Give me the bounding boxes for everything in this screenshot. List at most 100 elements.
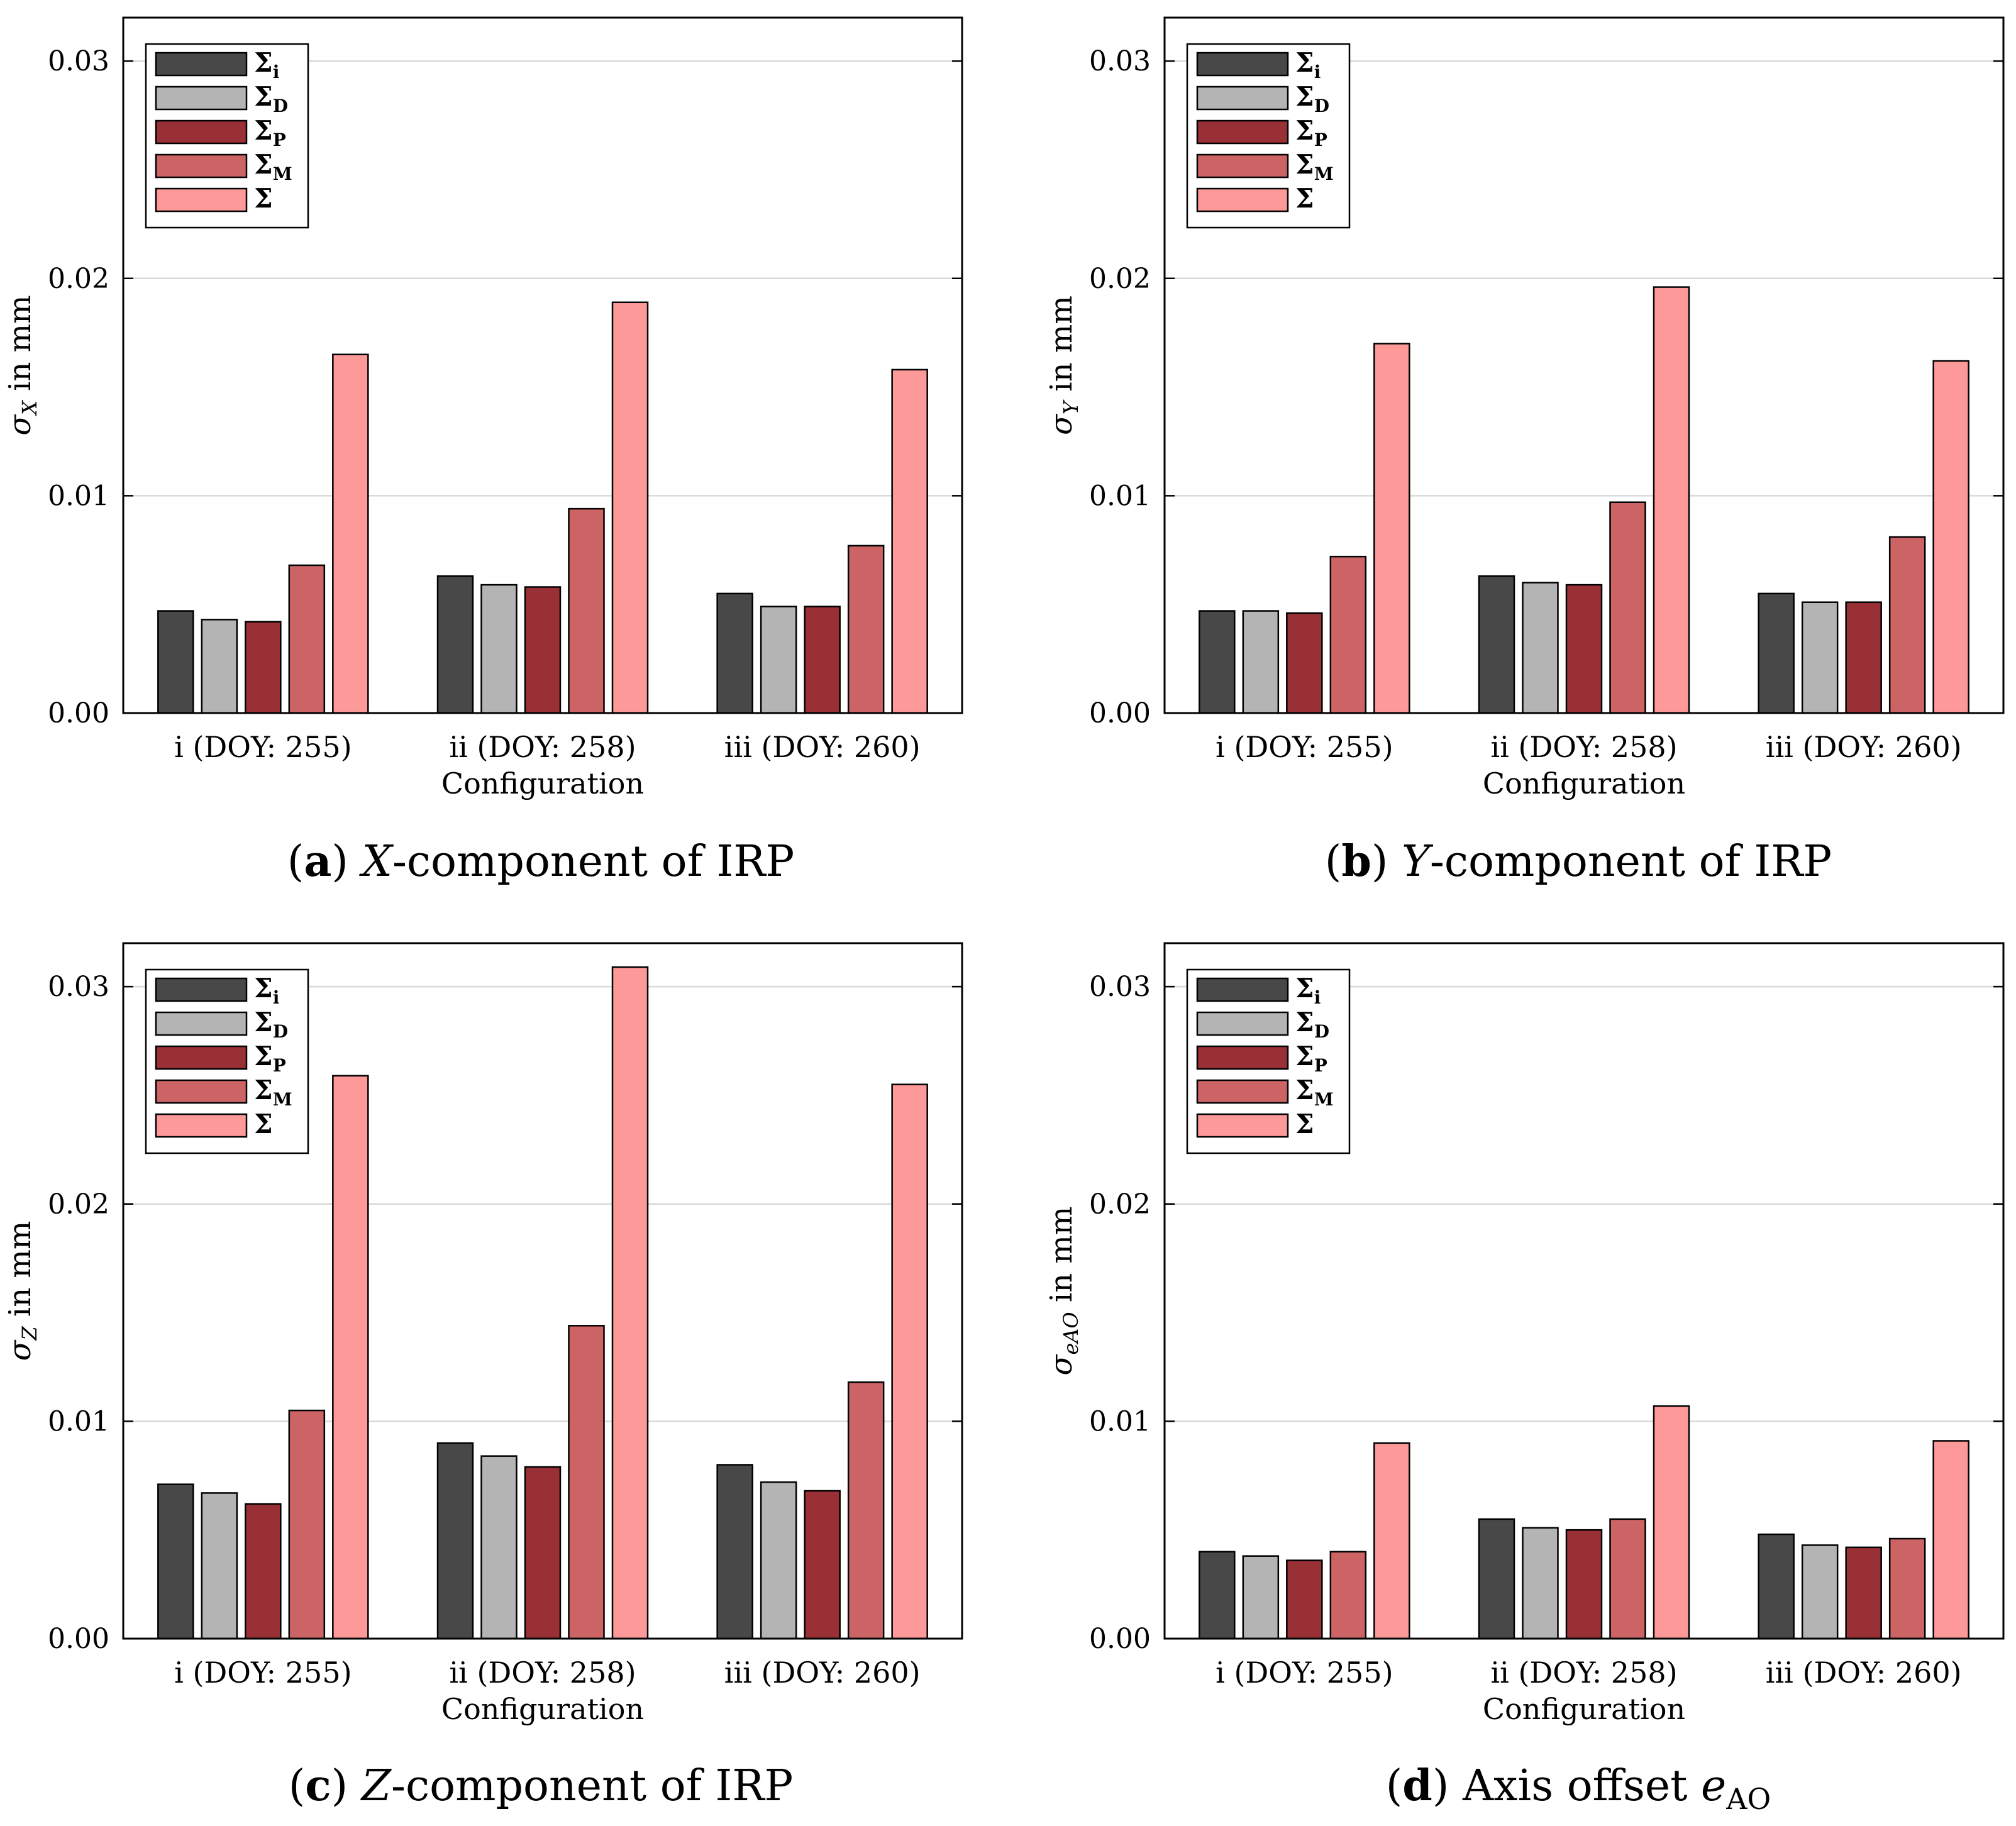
bar (1242, 610, 1280, 714)
y-axis-subscript: X (18, 400, 42, 417)
bar (1199, 610, 1236, 714)
legend-label-sub: P (273, 130, 286, 150)
y-tick-label: 0.01 (1089, 1405, 1151, 1437)
bar (157, 610, 194, 714)
legend-label: Σi (1295, 47, 1321, 82)
bar (716, 1464, 753, 1640)
axes-frame (1163, 16, 2005, 714)
caption-letter: d (1402, 1761, 1432, 1811)
y-axis-label: σeAO in mm (1044, 1207, 1083, 1376)
legend-label-sub: P (1314, 130, 1327, 150)
legend-label: Σi (254, 47, 279, 82)
bar (891, 1083, 928, 1640)
bar (245, 621, 282, 714)
y-axis-label: σY in mm (1044, 296, 1083, 435)
y-tick-label: 0.00 (48, 697, 109, 729)
bar (847, 1381, 885, 1640)
legend-label-base: Σ (254, 47, 273, 78)
y-axis-label: σX in mm (3, 295, 42, 435)
caption-b: (b) Y-component of IRP (1324, 836, 1832, 887)
legend-label-base: Σ (1295, 1075, 1314, 1105)
legend-label: ΣD (254, 1007, 288, 1042)
legend-label-base: Σ (254, 183, 273, 214)
y-axis-unit: in mm (1044, 1207, 1079, 1312)
y-tick-label: 0.01 (48, 480, 109, 512)
legend-swatch (1196, 1079, 1289, 1104)
panel-a: 0.00 0.01 0.02 0.03 i (DOY: 255) ii (DOY: 258… (3, 16, 963, 800)
caption-d: (d) Axis offset eAO (1385, 1761, 1771, 1816)
caption-text: -component of IRP (1429, 837, 1832, 887)
legend-label: Σ (254, 1109, 273, 1139)
legend-label-base: Σ (1295, 1041, 1314, 1071)
bar (1478, 575, 1515, 714)
bar (1478, 1518, 1515, 1640)
y-tick-label: 0.03 (1089, 45, 1151, 77)
legend-label-sub: M (273, 1089, 292, 1110)
y-axis-unit: in mm (3, 1221, 38, 1327)
y-tick-label: 0.01 (1089, 480, 1151, 512)
bar (804, 606, 841, 714)
legend-label: ΣD (254, 81, 288, 116)
legend-label: Σ (1295, 1109, 1314, 1139)
bar (332, 353, 369, 714)
legend-label: ΣM (254, 1075, 292, 1110)
legend-label: ΣP (1295, 115, 1327, 150)
legend-label-sub: D (273, 1021, 288, 1042)
x-tick-label: iii (DOY: 260) (724, 730, 921, 764)
bar (847, 545, 885, 714)
legend-label-sub: P (273, 1055, 286, 1076)
bar (611, 301, 649, 714)
x-axis-label: Configuration (1483, 766, 1685, 800)
bar (568, 507, 605, 714)
legend-label-base: Σ (1295, 1109, 1314, 1139)
legend-swatch (155, 1045, 248, 1070)
y-axis-unit: in mm (1044, 296, 1079, 401)
bar (891, 368, 928, 714)
legend-label: ΣP (254, 1041, 286, 1076)
y-tick-label: 0.03 (48, 971, 109, 1003)
y-tick-label: 0.03 (1089, 971, 1151, 1003)
y-tick-label: 0.03 (48, 45, 109, 77)
y-tick-label: 0.00 (1089, 697, 1151, 729)
caption-variable: Z (361, 1761, 392, 1811)
y-axis-subscript: eAO (1059, 1312, 1083, 1354)
x-axis-label: Configuration (1483, 1692, 1685, 1726)
y-axis-label: σZ in mm (3, 1221, 42, 1361)
legend-swatch (1196, 1113, 1289, 1138)
panel-b: 0.00 0.01 0.02 0.03 i (DOY: 255) ii (DOY: 258… (1044, 16, 2005, 800)
legend-label-base: Σ (254, 1007, 273, 1038)
legend-label: ΣM (1295, 1075, 1334, 1110)
y-axis-unit: in mm (3, 295, 38, 401)
bar (611, 966, 649, 1640)
legend-label: ΣD (1295, 81, 1329, 116)
bar (524, 586, 562, 714)
x-tick-label: i (DOY: 255) (1216, 730, 1393, 764)
legend-label: ΣM (1295, 149, 1334, 184)
caption-text: -component of IRP (392, 837, 795, 887)
bar (480, 584, 518, 714)
bar (1286, 1559, 1323, 1640)
legend-swatch (155, 52, 248, 77)
bar (524, 1466, 562, 1640)
x-tick-label: iii (DOY: 260) (1766, 1656, 1962, 1690)
legend-label-sub: i (273, 987, 280, 1008)
y-tick-label: 0.00 (48, 1623, 109, 1655)
legend-swatch (1196, 86, 1289, 111)
bar (1522, 1527, 1559, 1640)
bar (1932, 1440, 1969, 1640)
x-axis-label: Configuration (441, 1692, 644, 1726)
bar (760, 1481, 797, 1640)
y-axis-subscript: Y (1059, 399, 1083, 414)
bar (245, 1503, 282, 1640)
axes-frame (1163, 942, 2005, 1640)
legend-label-sub: D (1314, 1021, 1329, 1042)
caption-symbol-sub: AO (1726, 1782, 1771, 1816)
bar (1373, 343, 1410, 714)
legend-label-base: Σ (1295, 183, 1314, 214)
legend-label: ΣM (254, 149, 292, 184)
legend-swatch (1196, 119, 1289, 145)
legend-swatch (155, 86, 248, 111)
legend-label-base: Σ (254, 973, 273, 1004)
caption-variable: X (362, 837, 392, 887)
